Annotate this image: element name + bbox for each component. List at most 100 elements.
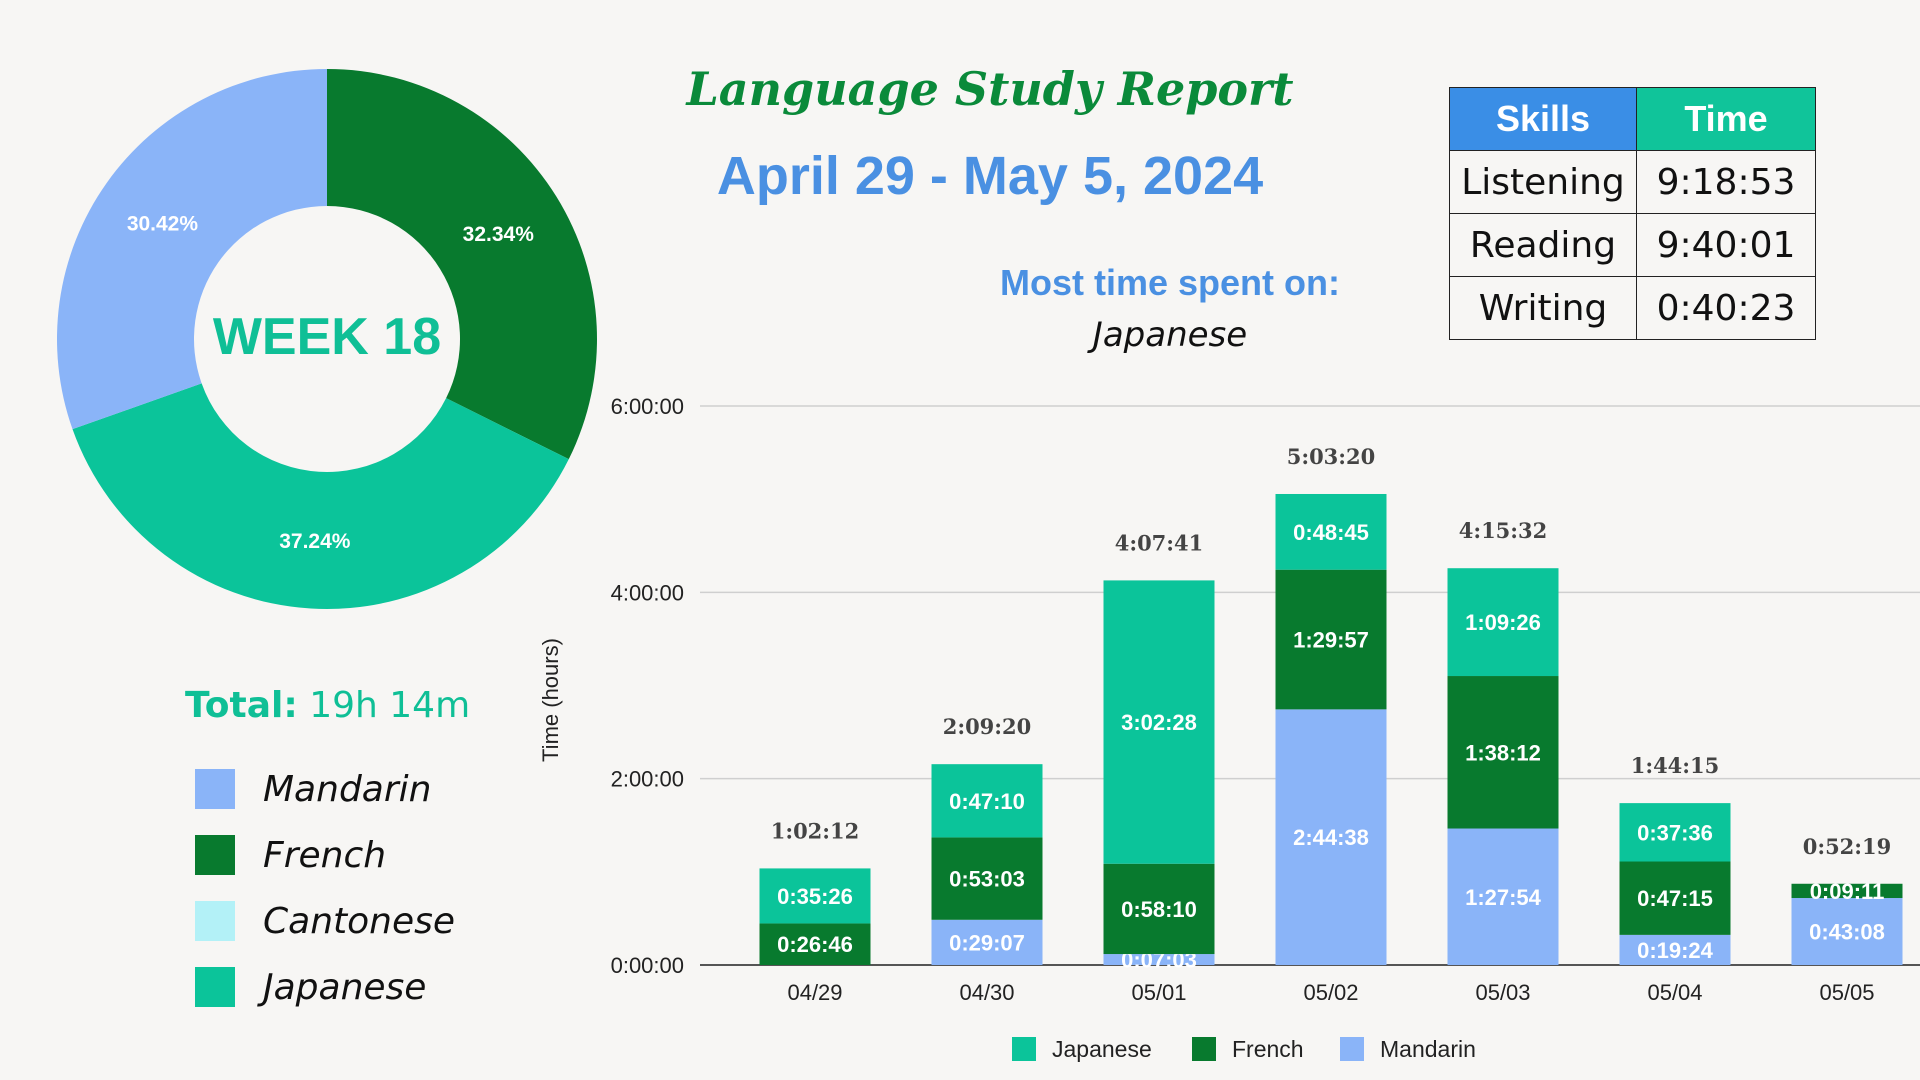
legend-item-mandarin: Mandarin bbox=[195, 756, 455, 822]
bar-total-label: 1:02:12 bbox=[771, 818, 860, 843]
bar-segment-label: 0:29:07 bbox=[949, 930, 1025, 955]
bar-segment-label: 0:43:08 bbox=[1809, 920, 1885, 945]
donut-slice-label: 37.24% bbox=[279, 530, 351, 553]
skills-table: Skills Time Listening 9:18:53 Reading 9:… bbox=[1449, 87, 1816, 340]
most-time-label: Most time spent on: bbox=[1000, 262, 1340, 303]
bar-segment-japanese bbox=[1103, 580, 1215, 864]
report-title: Language Study Report bbox=[686, 62, 1294, 116]
bar-segment-label: 1:38:12 bbox=[1465, 740, 1541, 765]
legend-swatch bbox=[195, 901, 235, 941]
bar-segment-french bbox=[1619, 861, 1731, 935]
total-time: Total: 19h 14m bbox=[185, 685, 470, 726]
bar-segment-label: 0:19:24 bbox=[1637, 938, 1714, 963]
legend-label: Mandarin bbox=[1380, 1036, 1476, 1062]
bar-segment-mandarin bbox=[931, 919, 1043, 965]
bar-segment-label: 2:44:38 bbox=[1293, 825, 1369, 850]
donut-slice-label: 30.42% bbox=[127, 213, 199, 236]
legend-swatch-french bbox=[1192, 1037, 1216, 1061]
legend-label: Japanese bbox=[263, 966, 427, 1008]
language-legend: Mandarin French Cantonese Japanese bbox=[195, 756, 455, 1020]
bar-segment-french bbox=[1275, 569, 1387, 710]
bar-segment-mandarin bbox=[1791, 898, 1903, 965]
legend-item-japanese: Japanese bbox=[195, 954, 455, 1020]
bar-segment-japanese bbox=[1447, 568, 1559, 677]
bar-segment-label: 0:26:46 bbox=[777, 932, 853, 957]
skill-time: 0:40:23 bbox=[1636, 276, 1816, 340]
bar-segment-mandarin bbox=[1447, 828, 1559, 965]
donut-slice-label: 32.34% bbox=[463, 223, 535, 246]
bar-total-label: 2:09:20 bbox=[943, 714, 1032, 739]
bar-segment-japanese bbox=[931, 764, 1043, 838]
legend-label: Cantonese bbox=[263, 900, 456, 942]
bar-segment-label: 3:02:28 bbox=[1121, 710, 1197, 735]
legend-item-cantonese: Cantonese bbox=[195, 888, 455, 954]
x-tick-label: 04/30 bbox=[959, 980, 1014, 1005]
donut-slice-french bbox=[327, 69, 597, 460]
bar-segment-french bbox=[759, 923, 871, 965]
bar-segment-label: 1:27:54 bbox=[1465, 885, 1542, 910]
most-time-value: Japanese bbox=[1092, 315, 1248, 355]
legend-swatch-mandarin bbox=[1340, 1037, 1364, 1061]
legend-label: French bbox=[263, 834, 387, 876]
bar-segment-japanese bbox=[1619, 803, 1731, 862]
legend-item-french: French bbox=[195, 822, 455, 888]
y-tick-label: 6:00:00 bbox=[611, 394, 684, 419]
table-row: Listening 9:18:53 bbox=[1449, 150, 1816, 214]
x-tick-label: 04/29 bbox=[787, 980, 842, 1005]
skill-time: 9:40:01 bbox=[1636, 213, 1816, 277]
total-label: Total: bbox=[185, 685, 298, 726]
legend-label: French bbox=[1232, 1036, 1304, 1062]
y-axis-title: Time (hours) bbox=[538, 638, 563, 762]
legend-swatch bbox=[195, 967, 235, 1007]
bar-segment-label: 0:47:15 bbox=[1637, 886, 1713, 911]
bar-segment-label: 1:29:57 bbox=[1293, 628, 1369, 653]
skill-name: Listening bbox=[1449, 150, 1637, 214]
bar-segment-mandarin bbox=[1103, 954, 1215, 965]
y-tick-label: 4:00:00 bbox=[611, 580, 684, 605]
total-value: 19h 14m bbox=[309, 685, 471, 726]
bar-segment-label: 0:53:03 bbox=[949, 867, 1025, 892]
bar-total-label: 4:15:32 bbox=[1459, 518, 1548, 543]
bar-segment-label: 0:09:11 bbox=[1810, 879, 1885, 904]
bar-total-label: 1:44:15 bbox=[1631, 753, 1720, 778]
bar-segment-label: 1:09:26 bbox=[1465, 610, 1541, 635]
y-tick-label: 2:00:00 bbox=[611, 767, 684, 792]
bar-segment-french bbox=[1791, 883, 1903, 899]
bar-segment-label: 0:47:10 bbox=[949, 789, 1025, 814]
bar-total-label: 4:07:41 bbox=[1115, 530, 1204, 555]
x-tick-label: 05/05 bbox=[1819, 980, 1874, 1005]
x-tick-label: 05/01 bbox=[1131, 980, 1186, 1005]
donut-chart: 32.34% 37.24% 30.42% WEEK 18 bbox=[56, 69, 597, 610]
table-row: Writing 0:40:23 bbox=[1449, 276, 1816, 340]
bar-segment-mandarin bbox=[1275, 709, 1387, 965]
skill-time: 9:18:53 bbox=[1636, 150, 1816, 214]
legend-swatch bbox=[195, 769, 235, 809]
bar-total-label: 0:52:19 bbox=[1803, 834, 1892, 859]
legend-swatch bbox=[195, 835, 235, 875]
bar-segment-label: 0:58:10 bbox=[1121, 897, 1197, 922]
x-tick-label: 05/02 bbox=[1303, 980, 1358, 1005]
bar-total-label: 5:03:20 bbox=[1287, 444, 1376, 469]
bar-segment-mandarin bbox=[1619, 934, 1731, 965]
bar-segment-label: 0:48:45 bbox=[1293, 520, 1369, 545]
donut-slice-japanese bbox=[72, 383, 569, 610]
donut-slice-mandarin bbox=[56, 69, 327, 430]
legend-label: Japanese bbox=[1052, 1036, 1152, 1062]
donut-center-label: WEEK 18 bbox=[213, 308, 441, 366]
skills-header: Skills bbox=[1449, 87, 1637, 151]
bar-segment-label: 0:37:36 bbox=[1637, 820, 1713, 845]
bar-segment-label: 0:35:26 bbox=[777, 884, 853, 909]
y-tick-label: 0:00:00 bbox=[611, 953, 684, 978]
x-tick-label: 05/03 bbox=[1475, 980, 1530, 1005]
legend-swatch-japanese bbox=[1012, 1037, 1036, 1061]
x-tick-label: 05/04 bbox=[1647, 980, 1702, 1005]
bar-segment-french bbox=[931, 837, 1043, 920]
time-header: Time bbox=[1636, 87, 1816, 151]
date-range: April 29 - May 5, 2024 bbox=[716, 146, 1264, 206]
bar-segment-japanese bbox=[1275, 493, 1387, 570]
bar-segment-french bbox=[1103, 863, 1215, 955]
bar-segment-japanese bbox=[759, 868, 871, 924]
bar-segment-french bbox=[1447, 676, 1559, 829]
legend-label: Mandarin bbox=[263, 768, 432, 810]
